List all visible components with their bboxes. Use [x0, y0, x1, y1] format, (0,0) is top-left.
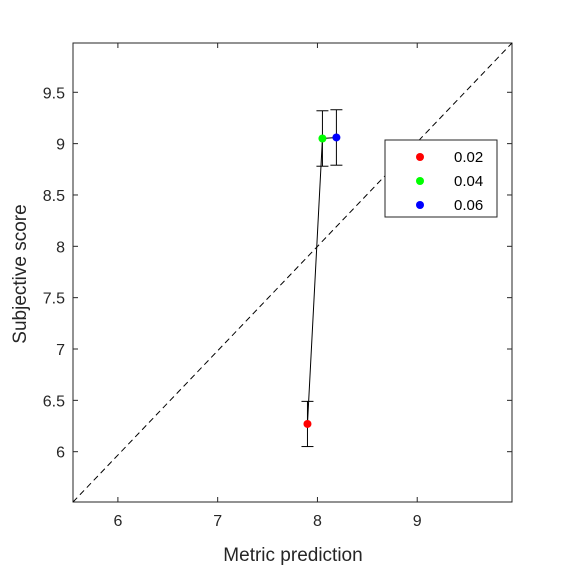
x-tick-label: 8: [313, 513, 322, 530]
x-tick-label: 6: [113, 513, 122, 530]
legend-item-0.02: 0.02: [416, 149, 483, 166]
data-point-0.02: [303, 419, 312, 428]
y-axis-ticks: 6 6.5 7 7.5 8 8.5 9 9.5: [43, 85, 512, 462]
y-tick-label: 8: [56, 239, 65, 256]
x-axis-label: Metric prediction: [223, 545, 362, 566]
y-tick-label: 8.5: [43, 188, 65, 205]
y-axis-label: Subjective score: [10, 204, 31, 343]
legend-box: [384, 139, 498, 218]
legend-marker: [416, 153, 424, 161]
y-tick-label: 6.5: [43, 393, 65, 410]
y-tick-label: 6: [56, 445, 65, 462]
y-tick-label: 9: [56, 137, 65, 154]
legend-item-0.06: 0.06: [416, 197, 483, 214]
series-connecting-line: [306, 136, 337, 424]
x-tick-label: 7: [213, 513, 222, 530]
data-point-0.06: [332, 133, 341, 142]
legend-label: 0.06: [454, 197, 483, 214]
y-tick-label: 9.5: [43, 85, 65, 102]
legend-item-0.04: 0.04: [416, 173, 483, 190]
y-tick-label: 7: [56, 342, 65, 359]
data-points: [303, 133, 341, 428]
legend-marker: [416, 201, 424, 209]
x-axis-ticks: 6 7 8 9: [113, 43, 422, 530]
legend-label: 0.04: [454, 173, 483, 190]
plot-frame: [72, 42, 513, 503]
y-tick-label: 7.5: [43, 291, 65, 308]
axes: [72, 42, 513, 503]
error-bars: [301, 109, 343, 448]
identity-reference-line: [72, 42, 513, 503]
data-point-0.04: [318, 134, 327, 143]
x-tick-label: 9: [413, 513, 422, 530]
legend-marker: [416, 177, 424, 185]
legend-label: 0.02: [454, 149, 483, 166]
legend: 0.02 0.04 0.06: [384, 139, 498, 218]
